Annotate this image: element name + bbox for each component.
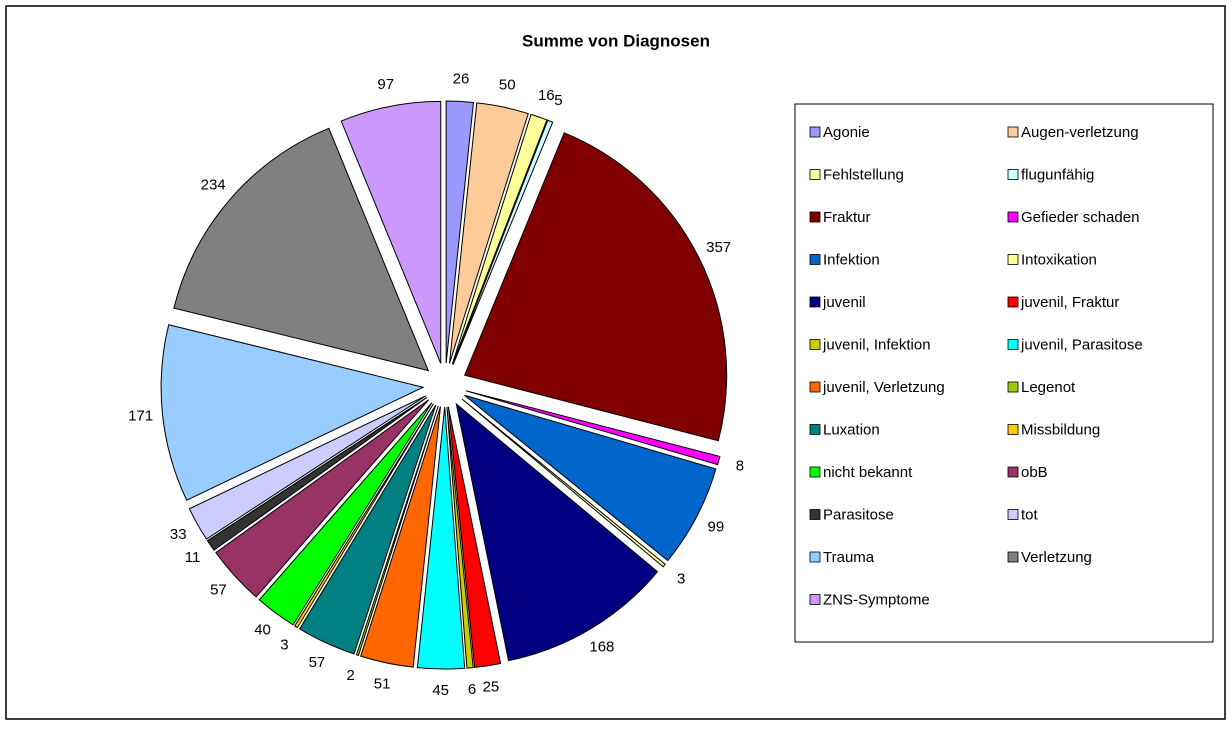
legend-label: juvenil, Fraktur bbox=[1020, 294, 1119, 311]
legend-swatch bbox=[809, 126, 821, 138]
legend-swatch bbox=[809, 339, 821, 350]
legend-swatch bbox=[809, 296, 821, 308]
legend-label: Gefieder schaden bbox=[1021, 209, 1139, 226]
pie-slice bbox=[173, 127, 430, 372]
pie-slice bbox=[188, 395, 427, 540]
legend-label: Missbildung bbox=[1021, 421, 1100, 438]
legend-swatch bbox=[1007, 551, 1019, 563]
pie-slice bbox=[206, 397, 428, 551]
data-label: 3 bbox=[280, 636, 288, 653]
legend-swatch bbox=[809, 211, 821, 223]
data-label: 57 bbox=[309, 654, 326, 671]
pie-slice bbox=[448, 102, 529, 364]
legend-label: Luxation bbox=[823, 421, 880, 438]
legend-label: obB bbox=[1021, 464, 1048, 481]
data-label: 168 bbox=[589, 639, 614, 656]
data-label: 3 bbox=[677, 571, 685, 588]
data-label: 51 bbox=[374, 675, 391, 692]
legend-swatch bbox=[1007, 509, 1019, 520]
data-label: 5 bbox=[554, 92, 562, 109]
data-label: 11 bbox=[185, 549, 201, 566]
data-label: 57 bbox=[210, 582, 227, 599]
legend-box bbox=[794, 103, 1214, 643]
legend-swatch bbox=[1007, 424, 1019, 435]
data-label: 99 bbox=[707, 518, 724, 535]
legend-label: flugunfähig bbox=[1021, 166, 1094, 183]
legend-label: tot bbox=[1021, 506, 1039, 523]
data-label: 6 bbox=[468, 681, 476, 698]
legend-label: juvenil bbox=[822, 294, 866, 311]
pie-slice bbox=[464, 394, 717, 562]
data-label: 2 bbox=[347, 667, 355, 684]
data-label: 33 bbox=[170, 526, 187, 543]
legend-swatch bbox=[809, 424, 821, 435]
pie-slice bbox=[258, 402, 433, 626]
data-label: 50 bbox=[499, 76, 516, 93]
legend-swatch bbox=[1007, 211, 1019, 223]
pie-slice bbox=[452, 119, 554, 365]
pie-slice bbox=[451, 113, 548, 365]
legend-label: Fehlstellung bbox=[823, 166, 904, 183]
legend-label: nicht bekannt bbox=[823, 464, 913, 481]
legend-swatch bbox=[809, 551, 821, 563]
legend-swatch bbox=[1007, 296, 1019, 308]
data-label: 97 bbox=[377, 76, 394, 93]
legend-label: Legenot bbox=[1021, 379, 1076, 396]
pie-slice bbox=[293, 403, 434, 629]
data-label: 45 bbox=[432, 682, 449, 699]
pie-slice bbox=[447, 406, 502, 668]
data-label: 25 bbox=[483, 679, 500, 696]
legend-swatch bbox=[1007, 254, 1019, 265]
legend-swatch bbox=[809, 254, 821, 265]
legend-label: Agonie bbox=[823, 124, 870, 141]
data-label: 234 bbox=[201, 176, 226, 193]
legend-label: juvenil, Infektion bbox=[822, 336, 931, 353]
legend-swatch bbox=[809, 594, 821, 605]
pie-slice bbox=[455, 402, 659, 662]
legend-swatch bbox=[1007, 339, 1019, 350]
legend-label: Intoxikation bbox=[1021, 251, 1097, 268]
legend-swatch bbox=[809, 509, 821, 520]
legend-swatch bbox=[809, 466, 821, 478]
data-label: 40 bbox=[254, 622, 271, 639]
pie-slice bbox=[340, 100, 442, 364]
pie-slice bbox=[215, 399, 430, 598]
legend-label: juvenil, Parasitose bbox=[1020, 336, 1143, 353]
legend-label: ZNS-Symptome bbox=[823, 591, 930, 608]
legend-swatch bbox=[1007, 169, 1019, 180]
legend-label: Fraktur bbox=[823, 209, 871, 226]
pie-slice bbox=[360, 406, 441, 668]
legend-swatch bbox=[809, 381, 821, 393]
pie-slice bbox=[355, 405, 439, 657]
legend-swatch bbox=[1007, 466, 1019, 478]
data-label: 8 bbox=[736, 457, 744, 474]
data-label: 171 bbox=[128, 407, 153, 424]
pie-slice bbox=[446, 406, 474, 669]
legend-label: Verletzung bbox=[1021, 549, 1092, 566]
pie-slice bbox=[445, 100, 475, 364]
legend-swatch bbox=[809, 169, 821, 180]
pie-slice bbox=[298, 404, 437, 655]
legend-swatch bbox=[1007, 126, 1019, 138]
legend-label: juvenil, Verletzung bbox=[822, 379, 945, 396]
pie-slice bbox=[160, 324, 425, 501]
pie-slice bbox=[416, 406, 466, 670]
data-label: 16 bbox=[538, 87, 555, 104]
data-label: 26 bbox=[453, 70, 470, 87]
legend-label: Augen-verletzung bbox=[1021, 124, 1139, 141]
pie-slice bbox=[463, 132, 728, 442]
data-label: 357 bbox=[706, 239, 731, 256]
legend-swatch bbox=[1007, 381, 1019, 393]
legend-label: Infektion bbox=[823, 251, 880, 268]
pie-slice bbox=[461, 398, 666, 568]
pie-slice bbox=[466, 390, 721, 466]
legend-label: Trauma bbox=[823, 549, 875, 566]
legend-label: Parasitose bbox=[823, 506, 894, 523]
chart-title: Summe von Diagnosen bbox=[522, 31, 710, 50]
